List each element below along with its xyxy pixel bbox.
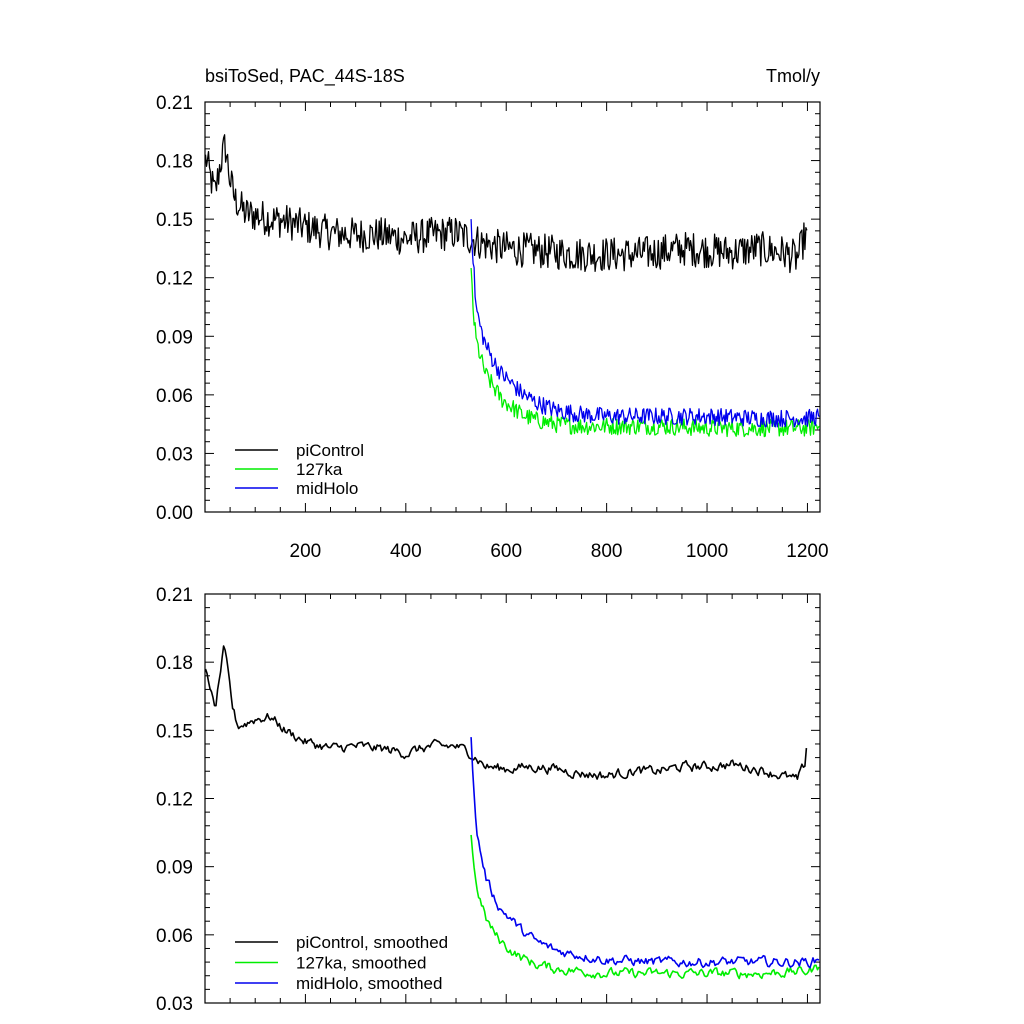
y-tick-label: 0.12: [156, 790, 193, 811]
x-tick-label: 400: [390, 541, 422, 562]
series-line-127ka: [470, 267, 820, 438]
y-tick-label: 0.18: [156, 152, 193, 173]
top-panel: 200 400 600 800 1000 1200 0.00 0.03 0.06 0.09 0.12…: [156, 93, 829, 562]
x-tick-label: 600: [490, 541, 522, 562]
legend-label: 127ka: [296, 460, 343, 479]
x-tick-label: 1200: [786, 541, 828, 562]
x-tick-label: 1000: [686, 541, 728, 562]
y-tick-label: 0.00: [156, 503, 193, 524]
series-line-picontrol: [205, 134, 808, 274]
y-tick-label: 0.06: [156, 926, 193, 947]
y-tick-label: 0.12: [156, 269, 193, 290]
legend-label: midHolo, smoothed: [296, 974, 442, 993]
y-tick-label: 0.06: [156, 386, 193, 407]
y-tick-label: 0.15: [156, 721, 193, 742]
y-tick-label: 0.15: [156, 210, 193, 231]
units-label: Tmol/y: [766, 66, 820, 86]
series-line-midholo: [470, 219, 820, 428]
legend-label: midHolo: [296, 479, 358, 498]
series-line-midholo: [470, 737, 820, 969]
y-tick-label: 0.21: [156, 585, 193, 606]
x-tick-label: 200: [290, 541, 322, 562]
legend-label: piControl: [296, 441, 364, 460]
y-tick-label: 0.09: [156, 858, 193, 879]
series-line-127ka: [470, 834, 820, 980]
chart-title: bsiToSed, PAC_44S-18S: [205, 66, 405, 87]
plot-frame: [204, 101, 821, 513]
bottom-panel: 0.03 0.06 0.09 0.12 0.15 0.18 0.21 piControl, s…: [156, 585, 821, 1015]
legend-label: 127ka, smoothed: [296, 954, 426, 973]
y-tick-label: 0.03: [156, 994, 193, 1015]
y-tick-label: 0.18: [156, 653, 193, 674]
y-tick-label: 0.09: [156, 327, 193, 348]
legend-label: piControl, smoothed: [296, 933, 448, 952]
series-line-picontrol: [205, 645, 808, 781]
y-tick-label: 0.21: [156, 93, 193, 114]
x-tick-label: 800: [591, 541, 623, 562]
y-tick-label: 0.03: [156, 444, 193, 465]
